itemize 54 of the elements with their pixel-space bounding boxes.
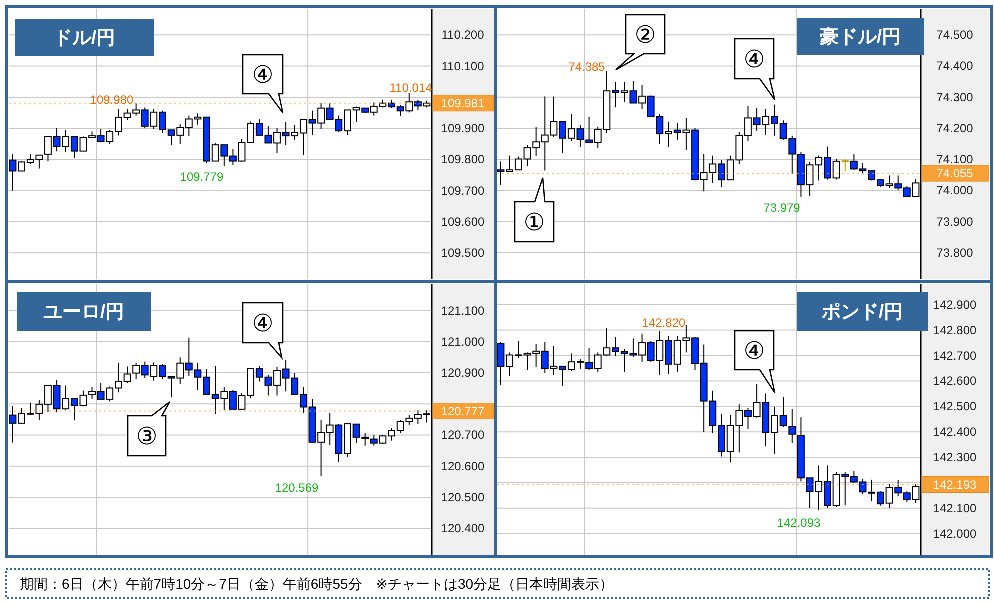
y-tick-label: 142.600 [933, 374, 978, 388]
text: ポンド/円 [820, 302, 904, 323]
ref-line-label: 109.981 [441, 96, 486, 110]
text: ドル/円 [53, 28, 116, 49]
y-tick-label: 142.300 [933, 450, 978, 465]
annotation: 109.779 [180, 170, 224, 184]
y-tick-label: 74.300 [936, 90, 974, 104]
y-tick-label: 109.600 [441, 215, 486, 230]
y-tick-label: 110.100 [442, 59, 485, 74]
y-tick-label: 142.500 [933, 400, 978, 414]
annotation: 74.385 [568, 60, 606, 74]
y-tick-label: 74.000 [936, 184, 974, 198]
text: 期間：6日（木）午前7時10分～7日（金）午前6時55分 ※チャートは30分足（日本時間表示） [20, 576, 614, 592]
y-tick-label: 74.100 [936, 152, 974, 167]
y-tick-label: 142.700 [933, 348, 978, 363]
y-tick-label: 109.900 [441, 122, 486, 136]
annotation: 142.093 [777, 516, 822, 530]
annotation: ③ [136, 424, 158, 450]
y-tick-label: 142.100 [933, 501, 978, 516]
annotation: 109.980 [90, 93, 134, 107]
annotation: 120.569 [275, 481, 320, 495]
y-tick-label: 142.900 [933, 298, 978, 312]
annotation: ① [524, 210, 546, 236]
y-tick-label: 120.500 [441, 490, 486, 504]
text: 豪ドル/円 [818, 26, 902, 48]
y-tick-label: 142.800 [933, 323, 978, 338]
text: ユーロ/円 [43, 302, 125, 323]
annotation: ④ [744, 338, 766, 365]
y-tick-label: 120.400 [441, 522, 486, 536]
y-tick-label: 109.800 [441, 152, 486, 167]
annotation: ④ [744, 46, 766, 74]
y-tick-label: 121.100 [441, 304, 486, 318]
y-tick-label: 120.900 [441, 366, 486, 380]
annotation: 142.820 [642, 316, 686, 330]
ref-line-label: 142.193 [933, 478, 978, 492]
y-tick-label: 120.600 [441, 459, 486, 474]
annotation: 73.979 [764, 201, 801, 215]
ref-line-label: 74.055 [936, 166, 974, 181]
annotation: ④ [252, 310, 274, 338]
y-tick-label: 142.000 [933, 526, 978, 541]
y-tick-label: 73.800 [936, 246, 974, 260]
y-tick-label: 121.000 [441, 334, 486, 349]
y-tick-label: 142.400 [933, 425, 978, 440]
y-tick-label: 109.700 [441, 184, 486, 198]
y-tick-label: 74.500 [936, 28, 974, 42]
annotation: ④ [252, 62, 274, 89]
y-tick-label: 73.900 [936, 214, 974, 229]
annotation: ② [634, 22, 656, 49]
y-tick-label: 109.500 [441, 246, 486, 260]
ref-line-label: 120.777 [441, 404, 486, 418]
y-tick-label: 74.200 [936, 121, 974, 136]
y-tick-label: 110.200 [442, 28, 485, 42]
y-tick-label: 74.400 [936, 59, 974, 74]
y-tick-label: 120.700 [441, 428, 486, 442]
